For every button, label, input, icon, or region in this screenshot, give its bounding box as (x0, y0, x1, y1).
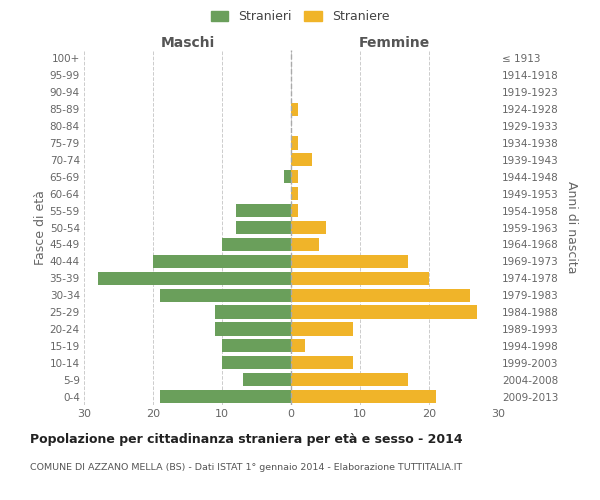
Bar (215, 322, 291, 336)
Bar (291, 272, 429, 285)
Bar (291, 154, 312, 166)
Bar (291, 356, 353, 370)
Bar (291, 136, 298, 149)
Bar (242, 373, 291, 386)
Text: Popolazione per cittadinanza straniera per età e sesso - 2014: Popolazione per cittadinanza straniera p… (30, 432, 463, 446)
Bar (153, 254, 291, 268)
Bar (291, 288, 470, 302)
Bar (98, 272, 291, 285)
Bar (215, 306, 291, 318)
Bar (160, 390, 291, 403)
Bar (291, 102, 298, 116)
Bar (222, 339, 291, 352)
Y-axis label: Anni di nascita: Anni di nascita (565, 181, 578, 274)
Bar (291, 170, 298, 183)
Bar (291, 238, 319, 251)
Text: Femmine: Femmine (359, 36, 430, 50)
Bar (291, 390, 436, 403)
Bar (284, 170, 291, 183)
Bar (291, 339, 305, 352)
Bar (291, 204, 298, 217)
Y-axis label: Fasce di età: Fasce di età (34, 190, 47, 265)
Bar (222, 356, 291, 370)
Bar (160, 288, 291, 302)
Text: COMUNE DI AZZANO MELLA (BS) - Dati ISTAT 1° gennaio 2014 - Elaborazione TUTTITAL: COMUNE DI AZZANO MELLA (BS) - Dati ISTAT… (30, 462, 462, 471)
Legend: Stranieri, Straniere: Stranieri, Straniere (207, 6, 393, 26)
Bar (291, 187, 298, 200)
Bar (291, 373, 409, 386)
Text: Maschi: Maschi (160, 36, 215, 50)
Bar (236, 221, 291, 234)
Bar (291, 322, 353, 336)
Bar (291, 254, 409, 268)
Bar (291, 306, 478, 318)
Bar (236, 204, 291, 217)
Bar (222, 238, 291, 251)
Bar (291, 221, 325, 234)
